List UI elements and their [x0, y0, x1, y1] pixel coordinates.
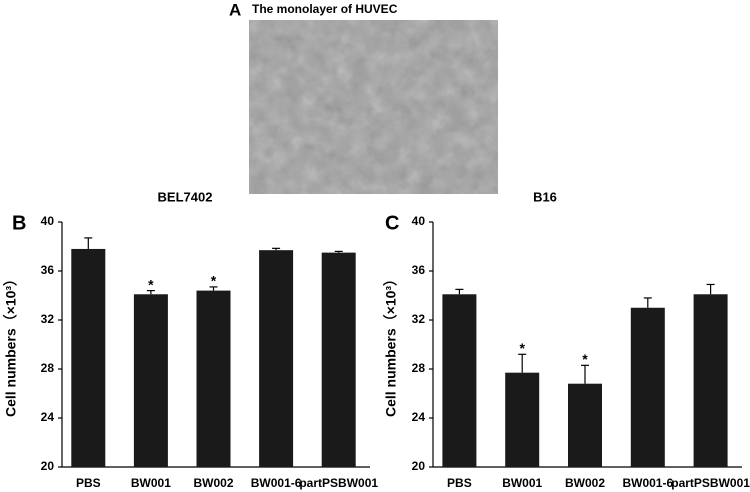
bar [568, 383, 602, 467]
x-tick-label: partPSBW001 [671, 476, 750, 490]
significance-mark: * [211, 273, 217, 289]
y-tick-label: 40 [41, 214, 55, 228]
bar [196, 290, 231, 467]
significance-mark: * [148, 276, 154, 292]
micrograph [249, 20, 498, 194]
bar [505, 372, 540, 467]
y-axis-label: Cell numbers（×10³） [383, 272, 399, 417]
y-axis-label: Cell numbers（×10³） [3, 272, 19, 417]
panel-title: The monolayer of HUVEC [252, 2, 398, 16]
x-tick-label: BW001-6 [622, 476, 673, 490]
bar [71, 248, 106, 467]
bar [693, 294, 728, 467]
chart-title: BEL7402 [158, 189, 213, 204]
y-tick-label: 36 [41, 263, 55, 277]
y-tick-label: 36 [412, 263, 426, 277]
panel-label: A [229, 0, 241, 19]
x-tick-label: BW001-6 [251, 476, 302, 490]
bar [133, 294, 168, 467]
y-tick-label: 24 [41, 410, 55, 424]
significance-mark: * [582, 351, 588, 367]
x-tick-label: PBS [447, 476, 472, 490]
significance-mark: * [519, 340, 525, 356]
bar [259, 250, 294, 467]
panel-label: B [12, 212, 26, 234]
bar [442, 294, 477, 467]
x-tick-label: partPSBW001 [299, 476, 378, 490]
y-tick-label: 28 [412, 361, 426, 375]
x-tick-label: BW002 [193, 476, 233, 490]
y-tick-label: 24 [412, 410, 426, 424]
y-tick-label: 32 [41, 312, 55, 326]
bar [630, 307, 665, 467]
chart-title: B16 [533, 189, 557, 204]
y-tick-label: 20 [41, 459, 55, 473]
bar [321, 252, 356, 467]
y-tick-label: 20 [412, 459, 426, 473]
x-tick-label: BW002 [565, 476, 605, 490]
x-tick-label: BW001 [131, 476, 171, 490]
y-tick-label: 32 [412, 312, 426, 326]
x-tick-label: PBS [76, 476, 101, 490]
y-tick-label: 28 [41, 361, 55, 375]
y-tick-label: 40 [412, 214, 426, 228]
panel-label: C [385, 212, 399, 234]
x-tick-label: BW001 [502, 476, 542, 490]
